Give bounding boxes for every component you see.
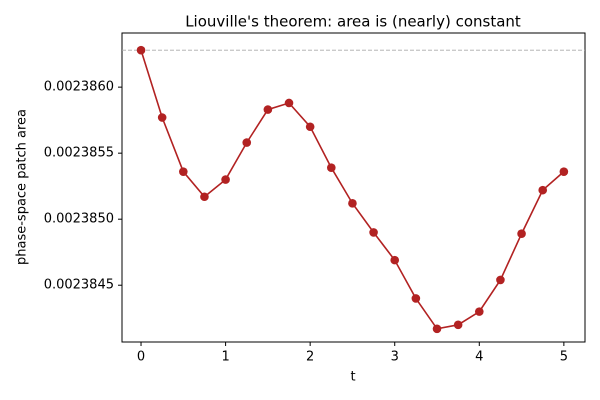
y-tick-label: 0.0023855 bbox=[44, 146, 114, 161]
marker bbox=[538, 185, 548, 195]
y-tick-label: 0.0023845 bbox=[44, 278, 114, 293]
marker bbox=[221, 175, 230, 184]
plot-frame bbox=[121, 32, 586, 343]
y-axis-label: phase-space patch area bbox=[15, 109, 30, 265]
marker bbox=[263, 105, 273, 114]
marker bbox=[453, 320, 463, 330]
marker bbox=[179, 167, 188, 176]
x-tick-label: 2 bbox=[306, 350, 314, 365]
marker bbox=[559, 167, 569, 176]
marker bbox=[517, 229, 526, 239]
marker bbox=[369, 228, 378, 237]
marker bbox=[284, 98, 294, 108]
marker bbox=[327, 163, 336, 172]
marker bbox=[432, 324, 442, 334]
marker bbox=[157, 113, 167, 122]
marker bbox=[474, 307, 484, 316]
marker bbox=[496, 275, 505, 285]
x-axis-label: t bbox=[350, 370, 355, 385]
x-tick-label: 4 bbox=[475, 350, 483, 365]
marker bbox=[200, 192, 209, 202]
x-tick-label: 3 bbox=[391, 350, 399, 365]
line bbox=[140, 49, 565, 330]
marker bbox=[242, 138, 252, 147]
marker bbox=[136, 45, 146, 55]
marker bbox=[411, 294, 421, 303]
chart-title: Liouville's theorem: area is (nearly) co… bbox=[185, 13, 521, 31]
marker bbox=[390, 255, 400, 265]
x-tick-label: 1 bbox=[221, 350, 229, 365]
x-tick-label: 5 bbox=[560, 350, 568, 365]
y-tick-label: 0.0023860 bbox=[44, 80, 114, 95]
marker bbox=[305, 122, 315, 132]
y-tick-label: 0.0023850 bbox=[44, 212, 114, 227]
marker bbox=[348, 199, 357, 208]
x-tick-label: 0 bbox=[137, 350, 145, 365]
